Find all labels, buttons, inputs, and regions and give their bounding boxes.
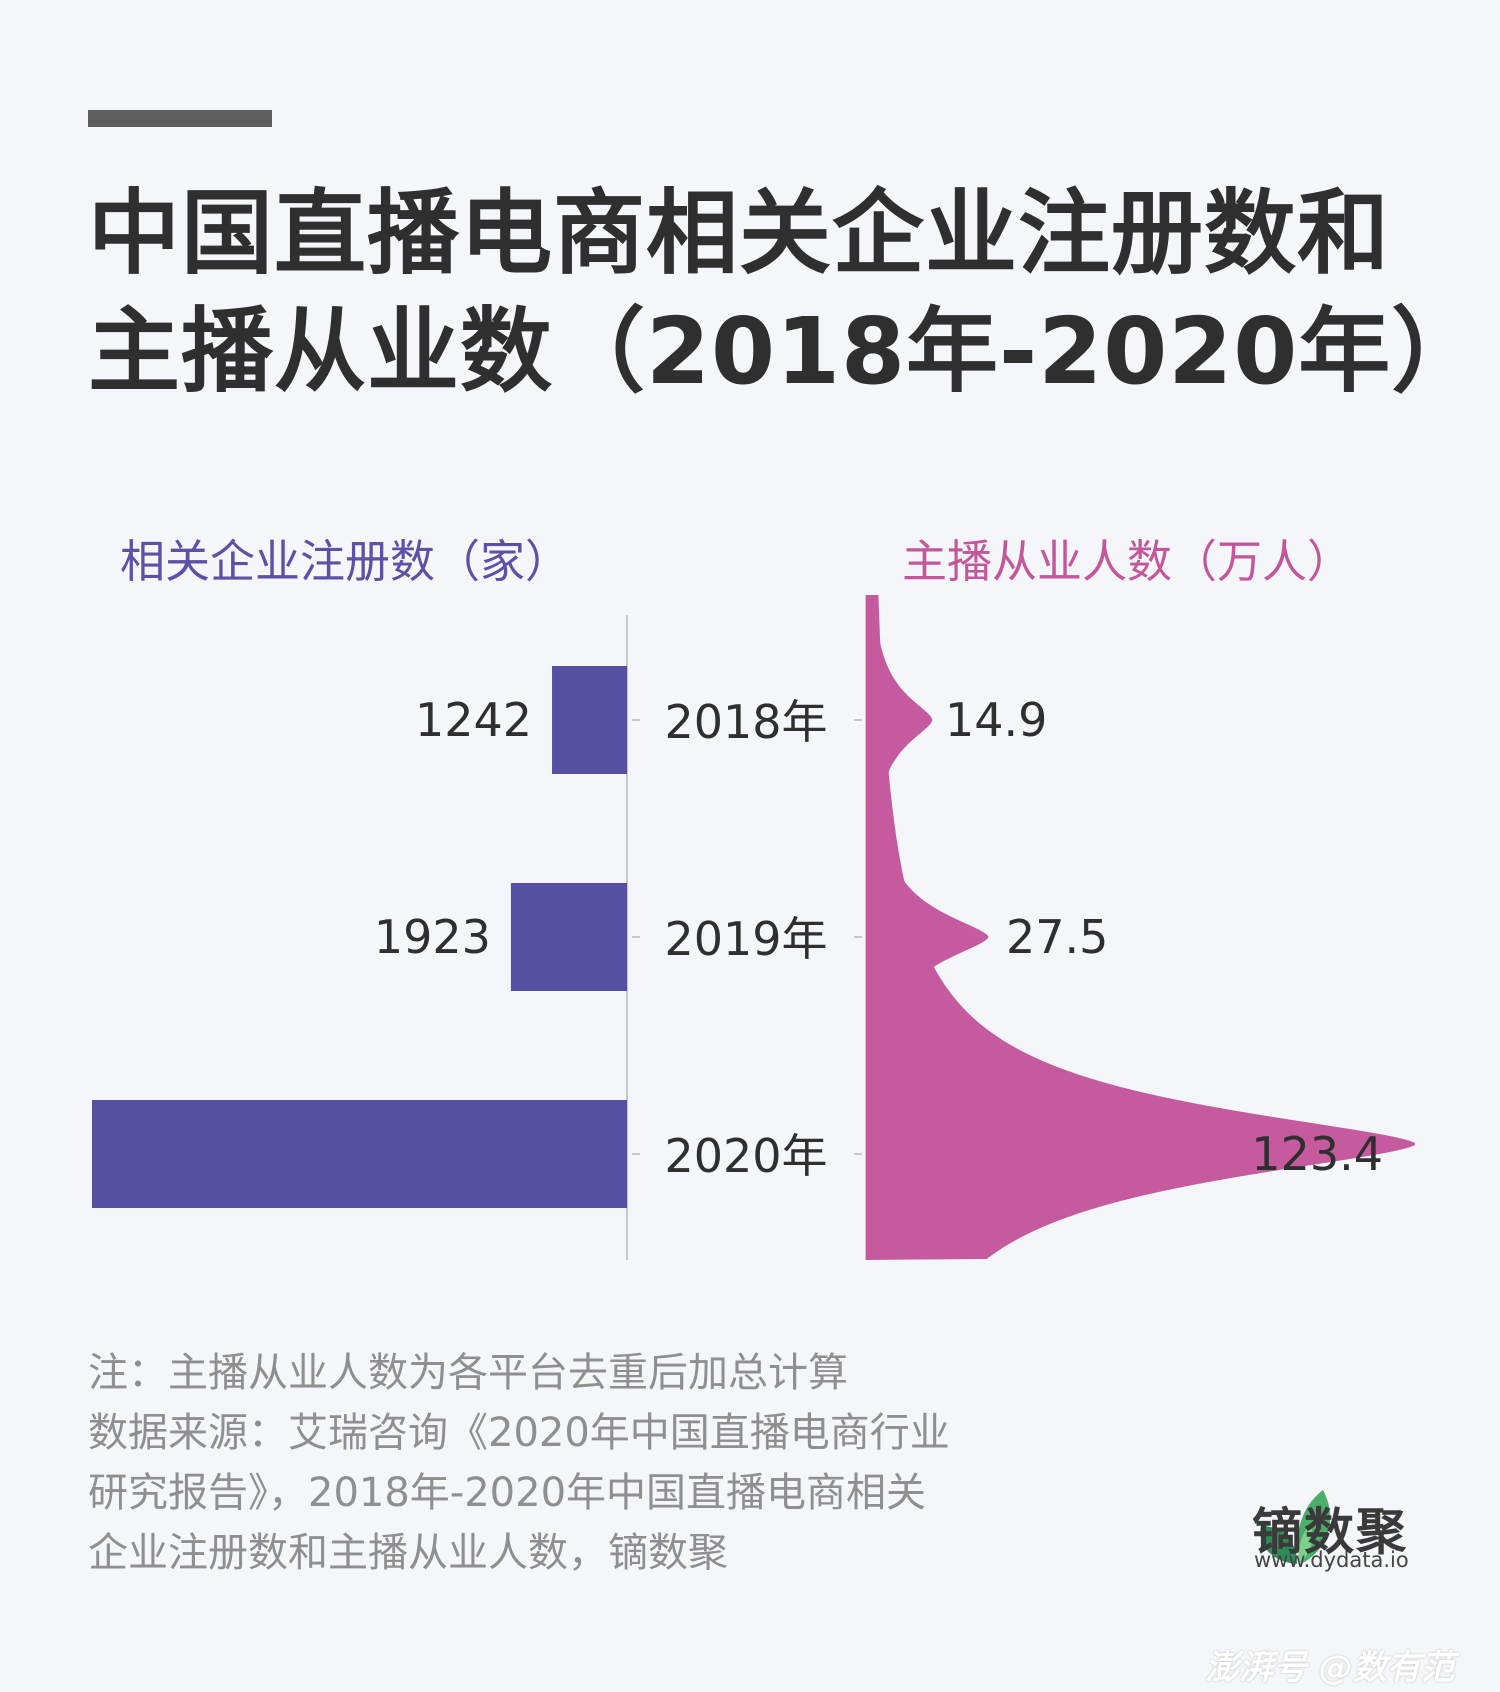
title-line-2: 主播从业数（2018年-2020年）	[88, 298, 1485, 405]
title-line-1: 中国直播电商相关企业注册数和	[88, 180, 1391, 287]
category-label-0: 2018年	[664, 695, 827, 749]
right-area-series	[866, 595, 1415, 1260]
left-value-label-1: 1923	[374, 910, 491, 964]
brand-name: 镝数聚	[1252, 1503, 1408, 1561]
note-line-1: 注：主播从业人数为各平台去重后加总计算	[88, 1350, 848, 1396]
right-value-label-1: 27.5	[1006, 910, 1108, 964]
left-value-label-0: 1242	[415, 693, 532, 747]
right-series-label: 主播从业人数（万人）	[902, 535, 1353, 588]
note-line-3: 研究报告》，2018年-2020年中国直播电商相关	[88, 1470, 927, 1516]
right-value-label-2: 123.4	[1251, 1127, 1383, 1181]
leaf-logo-icon	[1260, 1490, 1331, 1564]
category-label-1: 2019年	[664, 912, 827, 966]
category-label-2: 2020年	[664, 1129, 827, 1183]
left-bar-1	[510, 883, 627, 991]
footnote: 注：主播从业人数为各平台去重后加总计算 数据来源：艾瑞咨询《2020年中国直播电…	[88, 1343, 1088, 1583]
brand-url: www.dydata.io	[1254, 1548, 1409, 1572]
watermark: 澎湃号 @数有范	[1205, 1648, 1455, 1688]
note-line-4: 企业注册数和主播从业人数，镝数聚	[88, 1530, 728, 1576]
left-series-label: 相关企业注册数（家）	[120, 535, 571, 588]
chart-title: 中国直播电商相关企业注册数和 主播从业数（2018年-2020年）	[88, 175, 1485, 411]
left-bar-2	[92, 1100, 627, 1208]
right-value-label-0: 14.9	[945, 693, 1047, 747]
note-line-2: 数据来源：艾瑞咨询《2020年中国直播电商行业	[88, 1410, 950, 1456]
accent-bar	[88, 110, 272, 127]
left-bar-0	[552, 666, 627, 774]
